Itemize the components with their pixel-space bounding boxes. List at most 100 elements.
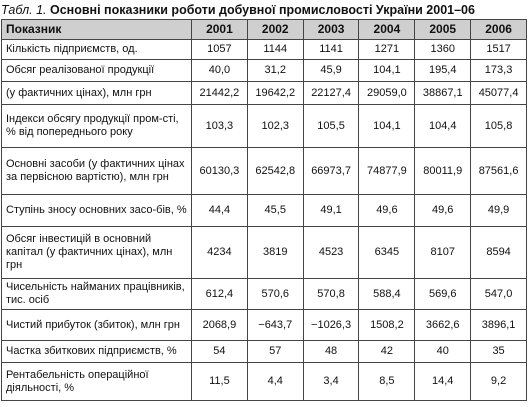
- value-cell: 49,6: [358, 194, 416, 227]
- title-label: Табл. 1.: [1, 3, 47, 17]
- table-row: Ступінь зносу основних засо-бів, % 44,4 45…: [1, 194, 527, 227]
- value-cell: 1141: [302, 39, 360, 60]
- title-text: Основні показники роботи добувної промис…: [49, 3, 475, 17]
- value-cell: 44,4: [191, 194, 248, 227]
- value-cell: 3896,1: [470, 309, 527, 341]
- value-cell: −643,7: [246, 309, 304, 341]
- value-cell: 547,0: [470, 278, 527, 310]
- value-cell: 104,1: [358, 104, 416, 148]
- value-cell: 2068,9: [191, 309, 248, 341]
- value-cell: 1360: [414, 39, 472, 60]
- value-cell: 588,4: [358, 278, 416, 310]
- value-cell: 1508,2: [358, 309, 416, 341]
- value-cell: 569,6: [414, 278, 472, 310]
- value-cell: 14,4: [414, 362, 472, 401]
- row-label: Ступінь зносу основних засо-бів, %: [1, 194, 192, 227]
- value-cell: 570,6: [246, 278, 304, 310]
- value-cell: 8,5: [358, 362, 416, 401]
- value-cell: 54: [191, 340, 248, 363]
- value-cell: 49,1: [302, 194, 360, 227]
- value-cell: 29059,0: [358, 81, 416, 105]
- value-cell: 3,4: [302, 362, 360, 401]
- value-cell: 8594: [470, 226, 527, 279]
- value-cell: 11,5: [191, 362, 248, 401]
- table-row: Чисельність найманих працівників, тис. о…: [1, 278, 527, 310]
- value-cell: 4,4: [246, 362, 304, 401]
- value-cell: 103,3: [191, 104, 248, 148]
- value-cell: 45,5: [246, 194, 304, 227]
- row-label: Рентабельність операційної діяльності, %: [1, 362, 192, 401]
- value-cell: 173,3: [470, 59, 527, 82]
- row-label: Обсяг реалізованої продукції: [1, 59, 192, 82]
- value-cell: 104,1: [358, 59, 416, 82]
- value-cell: 60130,3: [191, 147, 248, 195]
- value-cell: 195,4: [414, 59, 472, 82]
- value-cell: 612,4: [191, 278, 248, 310]
- row-label: Основні засоби (у фактичних цінах за пер…: [1, 147, 192, 195]
- value-cell: 4523: [302, 226, 360, 279]
- value-cell: 40,0: [191, 59, 248, 82]
- value-cell: 40: [414, 340, 472, 363]
- value-cell: 3819: [246, 226, 304, 279]
- row-label: Чисельність найманих працівників, тис. о…: [1, 278, 192, 310]
- value-cell: 1144: [246, 39, 304, 60]
- table-row: Обсяг інвестицій в основний капітал (у ф…: [1, 226, 527, 279]
- header-cell: 2002: [246, 19, 304, 40]
- table-row: Індекси обсягу продукції пром-сті, % від…: [1, 104, 527, 148]
- value-cell: 74877,9: [358, 147, 416, 195]
- table-row: Частка збиткових підприємств, % 54 57 48 42 4…: [1, 340, 527, 363]
- value-cell: 570,8: [302, 278, 360, 310]
- value-cell: 38867,1: [414, 81, 472, 105]
- value-cell: 45077,4: [470, 81, 527, 105]
- value-cell: −1026,3: [302, 309, 360, 341]
- row-label: Чистий прибуток (збиток), млн грн: [1, 309, 192, 341]
- value-cell: 62542,8: [246, 147, 304, 195]
- value-cell: 80011,9: [414, 147, 472, 195]
- value-cell: 9,2: [470, 362, 527, 401]
- row-label: Кількість підприємств, од.: [1, 39, 192, 60]
- header-cell: 2001: [191, 19, 248, 40]
- value-cell: 3662,6: [414, 309, 472, 341]
- table-title: Табл. 1. Основні показники роботи добувн…: [1, 1, 529, 19]
- value-cell: 8107: [414, 226, 472, 279]
- header-cell: 2003: [302, 19, 360, 40]
- value-cell: 22127,4: [302, 81, 360, 105]
- header-cell: 2004: [358, 19, 416, 40]
- value-cell: 31,2: [246, 59, 304, 82]
- value-cell: 48: [302, 340, 360, 363]
- value-cell: 4234: [191, 226, 248, 279]
- header-cell: 2005: [414, 19, 472, 40]
- value-cell: 1271: [358, 39, 416, 60]
- table-row: (у фактичних цінах), млн грн 21442,2 19642…: [1, 81, 527, 105]
- value-cell: 105,8: [470, 104, 527, 148]
- table-row: Чистий прибуток (збиток), млн грн 2068,9−…: [1, 309, 527, 341]
- value-cell: 49,6: [414, 194, 472, 227]
- value-cell: 35: [470, 340, 527, 363]
- table-body: Кількість підприємств, од. 1057 1144 1141 12…: [1, 39, 527, 401]
- value-cell: 66973,7: [302, 147, 360, 195]
- table-row: Кількість підприємств, од. 1057 1144 1141 12…: [1, 39, 527, 60]
- header-row: Показник 2001 2002 2003 2004 2005 2006: [1, 19, 527, 40]
- value-cell: 49,9: [470, 194, 527, 227]
- table-row: Основні засоби (у фактичних цінах за пер…: [1, 147, 527, 195]
- row-label: Обсяг інвестицій в основний капітал (у ф…: [1, 226, 192, 279]
- value-cell: 6345: [358, 226, 416, 279]
- header-cell: 2006: [470, 19, 527, 40]
- value-cell: 57: [246, 340, 304, 363]
- value-cell: 42: [358, 340, 416, 363]
- value-cell: 21442,2: [191, 81, 248, 105]
- value-cell: 104,4: [414, 104, 472, 148]
- value-cell: 105,5: [302, 104, 360, 148]
- header-cell: Показник: [1, 19, 192, 40]
- data-table: Показник 2001 2002 2003 2004 2005 2006 Кількіс…: [1, 19, 527, 401]
- table-row: Рентабельність операційної діяльності, %…: [1, 362, 527, 401]
- row-label: (у фактичних цінах), млн грн: [1, 81, 192, 105]
- table-row: Обсяг реалізованої продукції 40,0 31,2 45,9…: [1, 59, 527, 82]
- row-label: Індекси обсягу продукції пром-сті, % від…: [1, 104, 192, 148]
- value-cell: 1057: [191, 39, 248, 60]
- value-cell: 87561,6: [470, 147, 527, 195]
- value-cell: 102,3: [246, 104, 304, 148]
